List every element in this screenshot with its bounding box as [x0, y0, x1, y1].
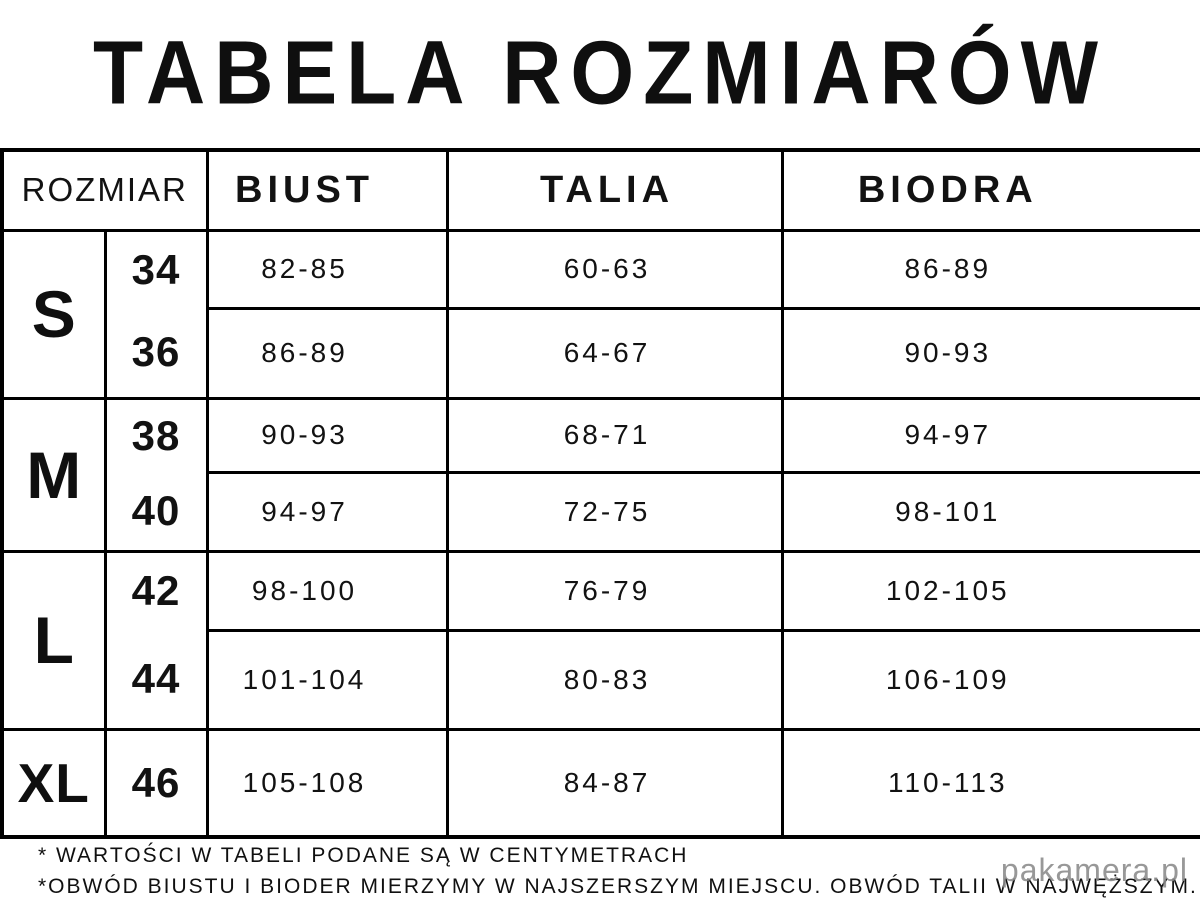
bust-value: 94-97: [205, 470, 448, 551]
size-letter: L: [2, 549, 105, 729]
hips-value: 90-93: [780, 306, 1200, 398]
waist-value: 80-83: [445, 628, 783, 729]
footnotes: * WARTOŚCI W TABELI PODANE SĄ W CENTYMET…: [38, 840, 1198, 902]
size-number: 36: [103, 308, 208, 398]
size-letter: M: [2, 396, 105, 551]
hips-value: 94-97: [780, 396, 1200, 472]
size-group-s: S 34 82-85 60-63 86-89 36 86-89 64-67 90…: [2, 228, 1200, 398]
column-header-biust: BIUST: [205, 150, 448, 232]
waist-value: 84-87: [445, 727, 783, 837]
bust-value: 101-104: [205, 628, 448, 729]
size-number: 44: [103, 630, 208, 729]
title-band: TABELA ROZMIARÓW: [0, 0, 1200, 148]
size-letter: XL: [2, 727, 105, 837]
size-number: 42: [103, 549, 208, 630]
bust-value: 98-100: [205, 549, 448, 630]
watermark-pakamera: pakamera.pl: [1000, 852, 1188, 888]
bust-value: 90-93: [205, 396, 448, 472]
table-row: L 42 98-100 76-79 102-105: [2, 549, 1200, 729]
waist-value: 76-79: [445, 549, 783, 630]
column-header-rozmiar: ROZMIAR: [2, 150, 208, 232]
table-row: 44 101-104 80-83 106-109: [2, 628, 1200, 729]
size-letter: S: [2, 228, 105, 398]
waist-value: 60-63: [445, 228, 783, 308]
waist-value: 72-75: [445, 470, 783, 551]
bust-value: 82-85: [205, 228, 448, 308]
table-row: XL 46 105-108 84-87 110-113: [2, 727, 1200, 837]
hips-value: 106-109: [780, 628, 1200, 729]
table-row: 40 94-97 72-75 98-101: [2, 470, 1200, 551]
hips-value: 86-89: [780, 228, 1200, 308]
hips-value: 98-101: [780, 470, 1200, 551]
bust-value: 86-89: [205, 306, 448, 398]
size-number: 46: [103, 727, 208, 837]
column-header-biodra: BIODRA: [780, 150, 1200, 232]
column-header-talia: TALIA: [445, 150, 783, 232]
table-row: S 34 82-85 60-63 86-89: [2, 228, 1200, 398]
size-number: 34: [103, 228, 208, 308]
bust-value: 105-108: [205, 727, 448, 837]
hips-value: 102-105: [780, 549, 1200, 630]
size-number: 38: [103, 396, 208, 472]
footnote-units: * WARTOŚCI W TABELI PODANE SĄ W CENTYMET…: [38, 844, 689, 867]
size-group-m: M 38 90-93 68-71 94-97 40 94-97 72-75 98…: [2, 396, 1200, 551]
size-chart-table: ROZMIAR BIUST TALIA BIODRA S 34 82-85 60…: [0, 148, 1200, 839]
size-group-l: L 42 98-100 76-79 102-105 44 101-104 80-…: [2, 549, 1200, 729]
size-number: 40: [103, 472, 208, 551]
footnote-measurement: *OBWÓD BIUSTU I BIODER MIERZYMY W NAJSZE…: [38, 875, 1198, 898]
size-group-xl: XL 46 105-108 84-87 110-113: [2, 727, 1200, 837]
page-title: TABELA ROZMIARÓW: [93, 23, 1107, 124]
table-row: M 38 90-93 68-71 94-97: [2, 396, 1200, 551]
header-row: ROZMIAR BIUST TALIA BIODRA: [2, 150, 1200, 232]
table-row: 36 86-89 64-67 90-93: [2, 306, 1200, 398]
waist-value: 64-67: [445, 306, 783, 398]
hips-value: 110-113: [780, 727, 1200, 837]
waist-value: 68-71: [445, 396, 783, 472]
